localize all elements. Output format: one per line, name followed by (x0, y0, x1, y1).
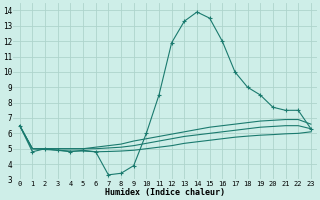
X-axis label: Humidex (Indice chaleur): Humidex (Indice chaleur) (105, 188, 225, 197)
